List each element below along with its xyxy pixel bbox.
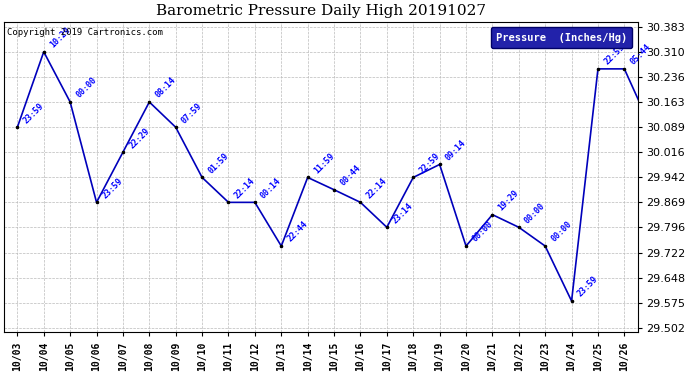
Point (513, 224, 524, 230)
Text: 10:29: 10:29 (48, 26, 72, 50)
Point (460, 243, 471, 249)
Text: 00:00: 00:00 (470, 220, 494, 244)
Point (170, 124, 181, 130)
Text: 00:00: 00:00 (549, 220, 573, 244)
Text: 11:59: 11:59 (312, 151, 336, 175)
Point (223, 200, 234, 206)
Text: 00:00: 00:00 (523, 201, 547, 225)
Point (117, 149, 128, 155)
Text: 23:59: 23:59 (21, 101, 46, 125)
Point (566, 298, 577, 304)
Point (434, 162, 445, 168)
Text: 22:44: 22:44 (286, 220, 310, 244)
Point (328, 187, 339, 193)
Point (593, 66, 604, 72)
Point (12, 124, 23, 130)
Text: 00:00: 00:00 (75, 76, 99, 100)
Text: 23:14: 23:14 (391, 201, 415, 225)
Point (619, 66, 630, 72)
Title: Barometric Pressure Daily High 20191027: Barometric Pressure Daily High 20191027 (156, 4, 486, 18)
Text: 19:29: 19:29 (497, 189, 521, 213)
Point (65, 99, 76, 105)
Text: 01:59: 01:59 (206, 151, 230, 175)
Point (249, 200, 260, 206)
Point (144, 99, 155, 105)
Text: 22:59: 22:59 (417, 151, 442, 175)
Text: 23:59: 23:59 (101, 176, 125, 200)
Text: Copyright 2019 Cartronics.com: Copyright 2019 Cartronics.com (8, 28, 164, 38)
Text: 07:59: 07:59 (180, 101, 204, 125)
Point (302, 174, 313, 180)
Point (540, 243, 551, 249)
Point (408, 174, 419, 180)
Legend: Pressure  (Inches/Hg): Pressure (Inches/Hg) (491, 27, 632, 48)
Text: 23:59: 23:59 (575, 275, 600, 299)
Point (487, 211, 498, 217)
Text: 09:14: 09:14 (444, 138, 468, 162)
Point (197, 174, 208, 180)
Point (382, 224, 393, 230)
Point (645, 124, 656, 130)
Text: 00:44: 00:44 (338, 164, 362, 188)
Point (91, 200, 102, 206)
Point (38, 49, 49, 55)
Text: 08:14: 08:14 (153, 76, 177, 100)
Point (355, 200, 366, 206)
Text: 05:44: 05:44 (629, 43, 653, 67)
Text: 08:00: 08:00 (0, 374, 1, 375)
Text: 22:29: 22:29 (127, 126, 151, 150)
Text: 22:14: 22:14 (233, 176, 257, 200)
Point (276, 243, 287, 249)
Text: 22:59: 22:59 (602, 43, 627, 67)
Text: 00:14: 00:14 (259, 176, 283, 200)
Text: 22:14: 22:14 (364, 176, 388, 200)
